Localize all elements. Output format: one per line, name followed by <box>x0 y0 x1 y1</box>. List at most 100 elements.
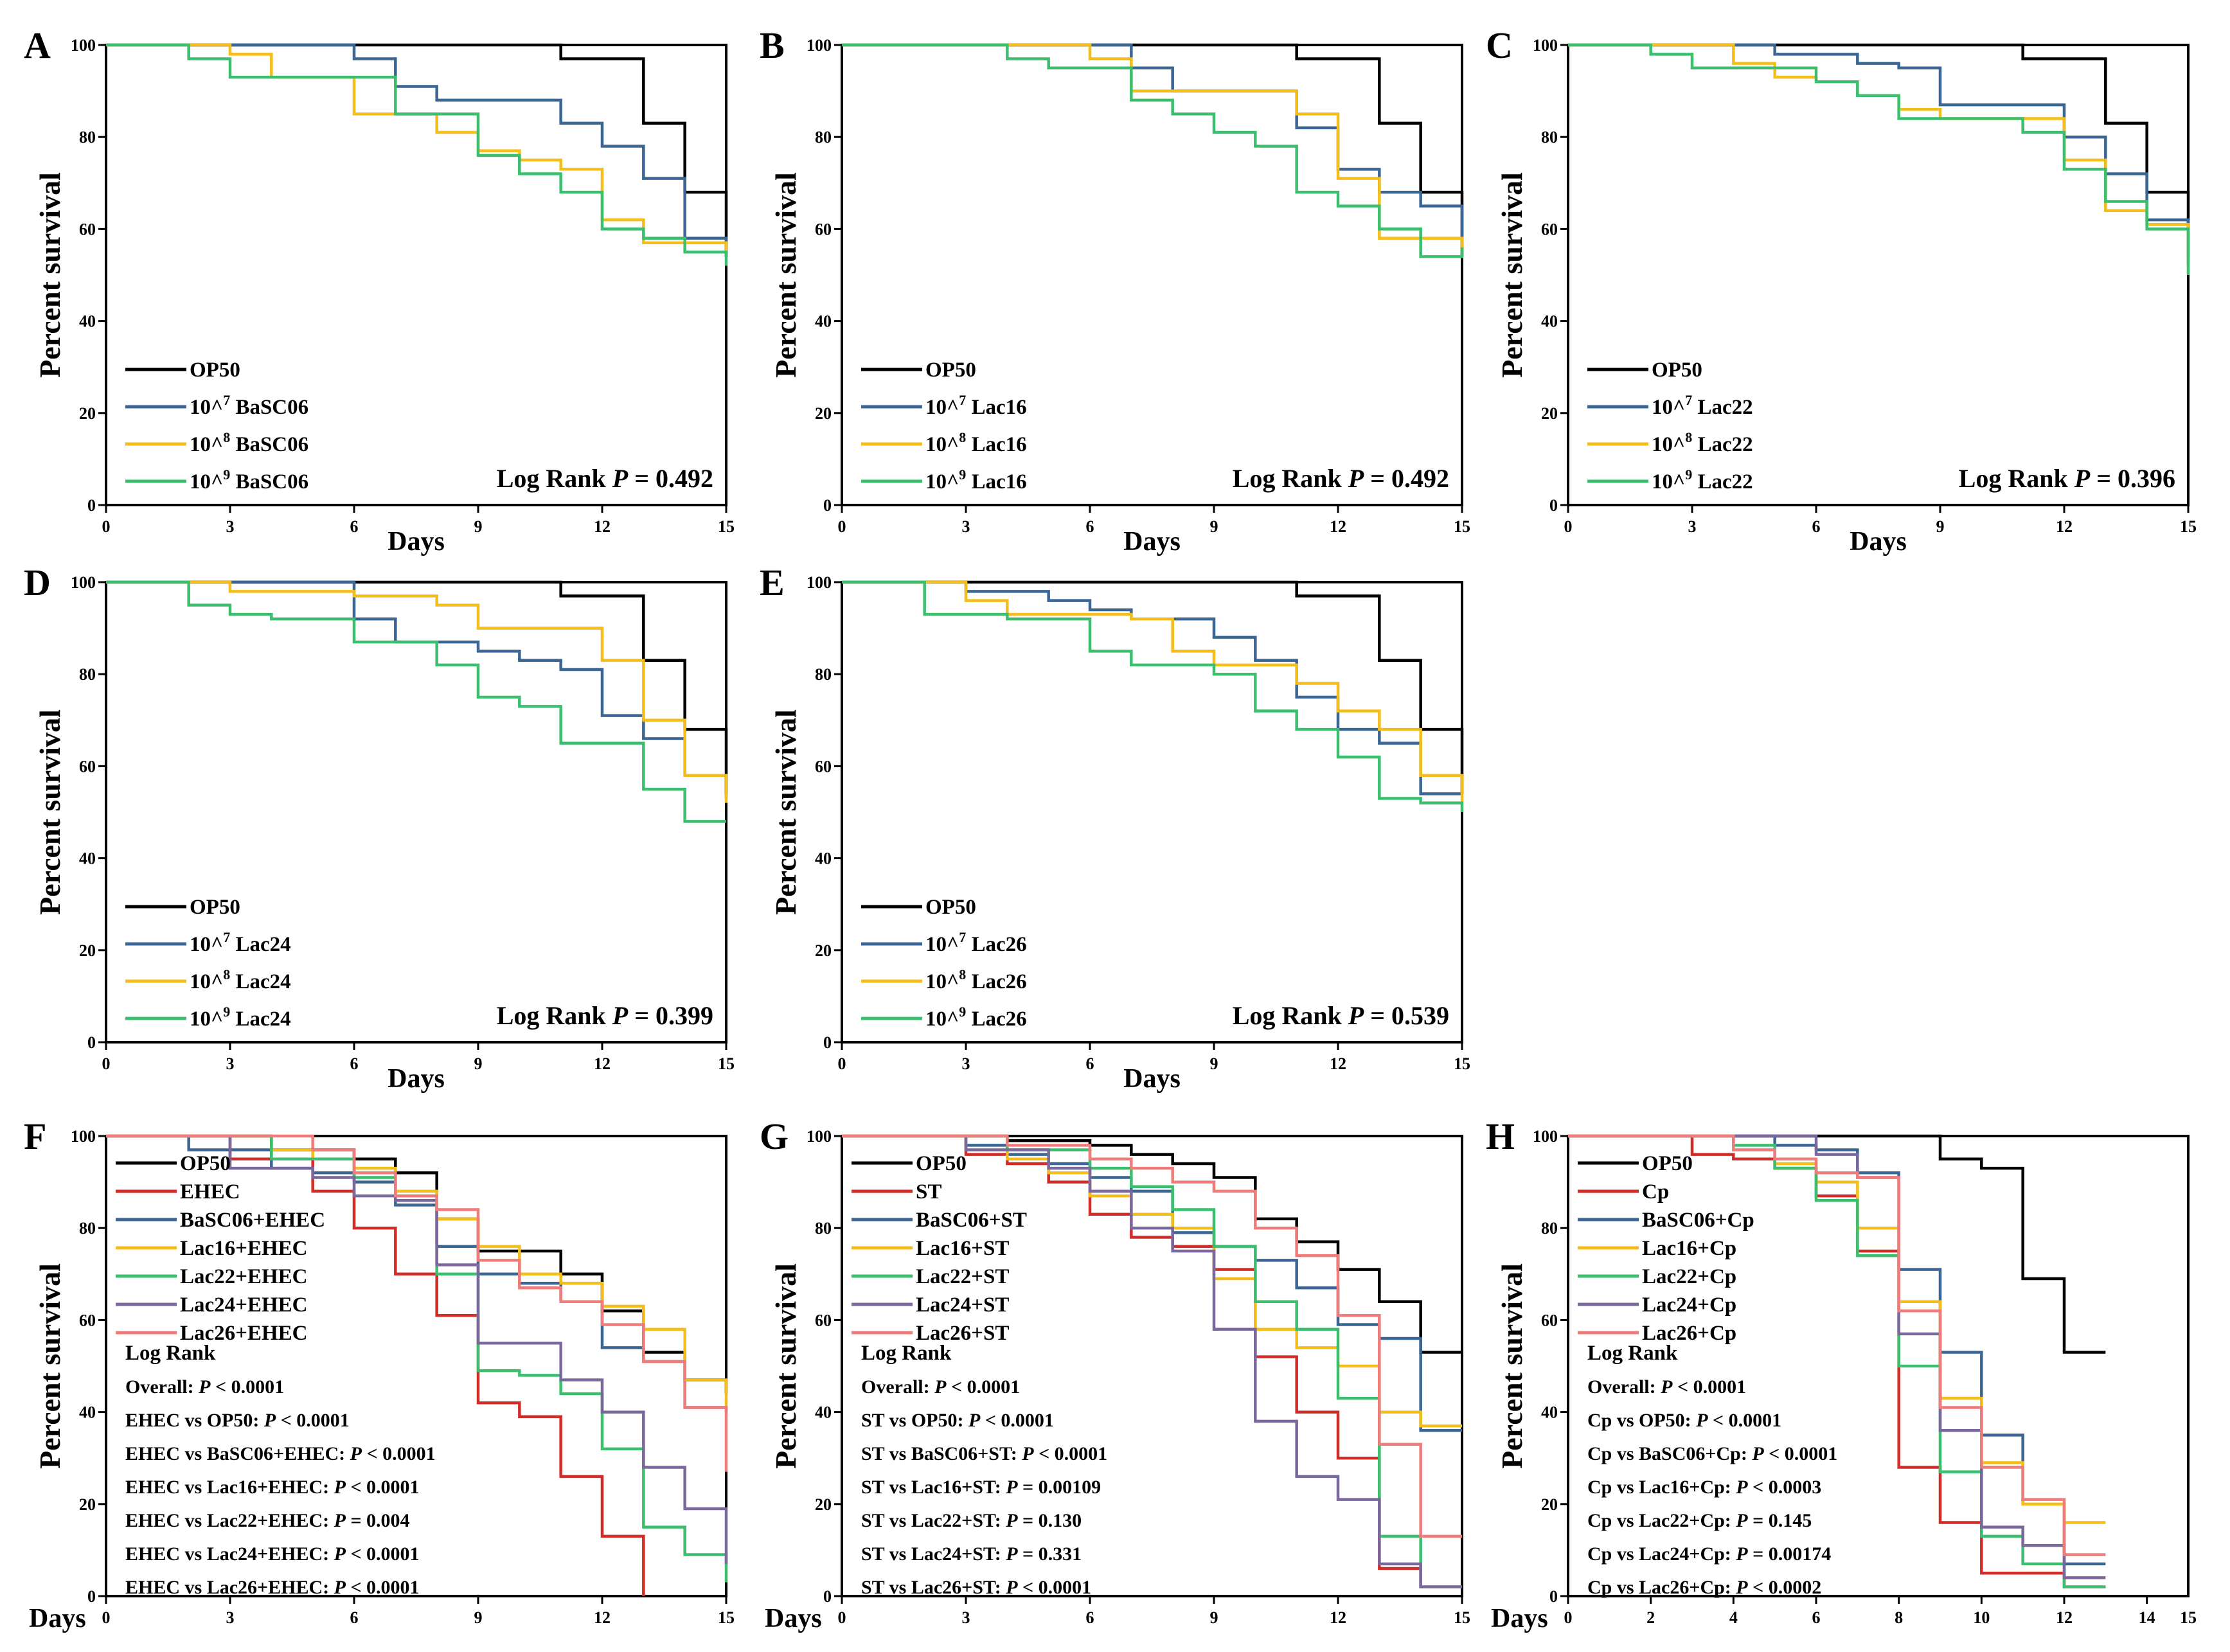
x-tick-label-text: 15 <box>1454 1608 1470 1627</box>
legend-entry: OP50 <box>916 1152 967 1175</box>
legend-entry-text: 10^ <box>1652 470 1685 493</box>
survival-curve-lac16-st <box>842 1134 1462 1428</box>
p-value: = 0.399 <box>634 1001 713 1030</box>
legend-entry-text: 10^ <box>925 1008 959 1031</box>
x-axis-label-text: Days <box>388 527 445 556</box>
panel-letter: G <box>760 1115 789 1157</box>
legend-entry: Lac16+ST <box>916 1237 1009 1260</box>
x-tick-label-text: 0 <box>838 517 846 536</box>
x-axis-label: Days <box>1123 527 1181 556</box>
y-tick-label-text: 20 <box>1541 404 1558 423</box>
panel-letter-text: D <box>24 562 51 603</box>
log-rank-label: Log Rank <box>497 1001 607 1030</box>
stats-space <box>980 1410 985 1431</box>
stats-comparison: Cp vs BaSC06+Cp: <box>1587 1443 1752 1464</box>
legend-entry: Cp <box>1642 1180 1669 1203</box>
stats-space <box>1018 1477 1023 1498</box>
panel-letter-text: E <box>760 562 785 603</box>
log-rank-space <box>628 464 634 493</box>
p-symbol: P <box>1005 1477 1018 1498</box>
legend-exponent: 9 <box>223 466 230 483</box>
x-tick-label: 10 <box>1973 1608 1990 1627</box>
stats-space <box>1018 1577 1023 1598</box>
legend-entry: 10^7 BaSC06 <box>190 392 308 419</box>
stats-space <box>1748 1477 1753 1498</box>
y-tick-label: 60 <box>1541 1311 1558 1329</box>
y-tick-label-text: 40 <box>79 849 96 868</box>
stats-comparison: Cp vs Lac16+Cp: <box>1587 1477 1736 1498</box>
y-axis-label-text: Percent survival <box>769 172 802 378</box>
stats-comparison: ST vs Lac22+ST: <box>861 1510 1006 1531</box>
survival-curve-op50 <box>106 43 728 257</box>
x-tick-label: 12 <box>1330 1054 1346 1073</box>
stats-comparison: Overall: <box>1587 1376 1661 1398</box>
stats-p-value: < 0.0001 <box>281 1410 350 1431</box>
y-tick-label-text: 40 <box>815 849 832 868</box>
legend-entry-suffix: Lac22 <box>1692 470 1753 493</box>
y-tick-label: 80 <box>79 128 96 147</box>
y-tick-label-text: 80 <box>1541 128 1558 147</box>
p-symbol: P <box>1348 464 1364 493</box>
y-tick-label-text: 20 <box>815 941 832 960</box>
y-tick-label: 20 <box>79 404 96 423</box>
stats-p-value: < 0.0002 <box>1753 1577 1821 1598</box>
x-axis-label-text: Days <box>1850 527 1907 556</box>
x-tick-label: 0 <box>102 1054 111 1073</box>
x-tick-label: 12 <box>1330 1608 1346 1627</box>
stats-p-value: = 0.004 <box>350 1510 409 1531</box>
x-tick-label: 6 <box>350 1054 359 1073</box>
x-tick-label-text: 9 <box>474 1054 483 1073</box>
stats-comparison: EHEC vs BaSC06+EHEC: <box>125 1443 350 1464</box>
y-tick-label-text: 0 <box>1549 1587 1558 1606</box>
panel-a: A 0 20 40 60 80 100 0 3 6 9 12 15 Percent survival Day… <box>24 24 735 556</box>
stats-p-value: = 0.00109 <box>1022 1477 1101 1498</box>
stats-comparison: Cp vs Lac24+Cp: <box>1587 1543 1736 1565</box>
y-tick-label-text: 40 <box>1541 1403 1558 1422</box>
stats-line: ST vs Lac26+ST: P < 0.0001 <box>861 1577 1091 1598</box>
y-tick-label-text: 80 <box>1541 1219 1558 1238</box>
x-axis-label: Days <box>388 1064 445 1094</box>
stats-line: EHEC vs OP50: P < 0.0001 <box>125 1410 350 1431</box>
stats-comparison: ST vs Lac16+ST: <box>861 1477 1006 1498</box>
stats-comparison: Cp vs OP50: <box>1587 1410 1696 1431</box>
y-axis-label: Percent survival <box>33 709 66 915</box>
y-tick-label: 0 <box>1549 496 1558 515</box>
survival-curve-10-9-lac26 <box>842 580 1464 812</box>
y-tick-label-text: 80 <box>815 665 832 684</box>
x-tick-label: 6 <box>1812 517 1821 536</box>
p-symbol: P <box>1695 1410 1708 1431</box>
stats-space <box>1708 1410 1713 1431</box>
y-tick-label: 40 <box>79 1403 96 1422</box>
legend-entry-suffix: BaSC06 <box>230 396 308 419</box>
panel-f: F 0 20 40 60 80 100 0 3 6 9 12 15 Percent survival Day… <box>24 1115 735 1633</box>
x-tick-label: 9 <box>1210 517 1218 536</box>
x-tick-label-text: 9 <box>1210 1608 1218 1627</box>
legend-entry: 10^9 BaSC06 <box>190 466 308 493</box>
x-tick-label-text: 9 <box>474 517 483 536</box>
p-symbol: P <box>968 1410 981 1431</box>
stats-space <box>1672 1376 1677 1398</box>
y-tick-label-text: 40 <box>815 1403 832 1422</box>
y-tick-label-text: 60 <box>79 757 96 776</box>
x-tick-label: 3 <box>1688 517 1697 536</box>
y-axis-label-text: Percent survival <box>1495 1263 1528 1469</box>
x-tick-label-text: 12 <box>1330 517 1346 536</box>
y-tick-label: 80 <box>815 665 832 684</box>
legend-entry: 10^8 Lac16 <box>925 429 1027 456</box>
x-tick-label: 0 <box>102 1608 111 1627</box>
stats-comparison: ST vs OP50: <box>861 1410 968 1431</box>
x-tick-label-text: 6 <box>1812 1608 1821 1627</box>
y-tick-label: 80 <box>815 128 832 147</box>
x-tick-label: 9 <box>474 517 483 536</box>
x-tick-label-text: 14 <box>2139 1608 2155 1627</box>
legend-entry-suffix: Lac16 <box>966 470 1026 493</box>
x-tick-label: 9 <box>474 1608 483 1627</box>
panel-letter-text: C <box>1486 24 1513 66</box>
stats-p-value: = 0.331 <box>1022 1543 1082 1565</box>
y-tick-label-text: 20 <box>79 404 96 423</box>
panel-letter-text: A <box>24 24 51 66</box>
x-tick-label-text: 0 <box>838 1608 846 1627</box>
stats-line: EHEC vs Lac26+EHEC: P < 0.0001 <box>125 1577 420 1598</box>
stats-comparison: ST vs Lac24+ST: <box>861 1543 1006 1565</box>
stats-space <box>946 1376 951 1398</box>
